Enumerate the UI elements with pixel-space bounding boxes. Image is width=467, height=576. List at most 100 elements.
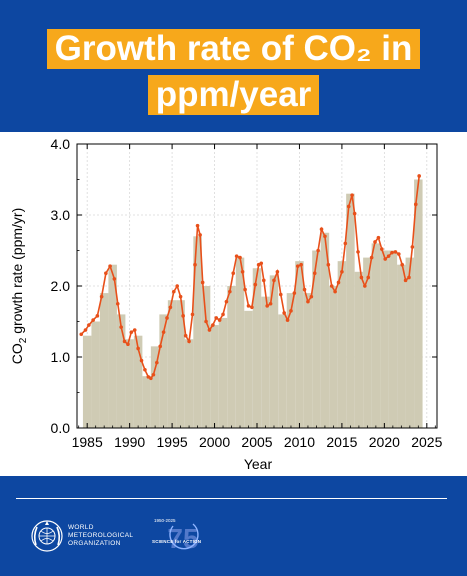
- chart-area: 1985 1990 1995 2000 2005 2010 2015 2020 2025 0.0 1…: [0, 132, 467, 476]
- growth-point: [190, 312, 195, 317]
- growth-point: [383, 257, 388, 261]
- x-tick-label-2015: 2015: [326, 434, 357, 450]
- growth-point: [278, 292, 283, 297]
- growth-point: [386, 254, 391, 258]
- x-tick-label-1990: 1990: [114, 434, 145, 450]
- growth-point: [243, 287, 247, 292]
- growth-point: [187, 339, 191, 344]
- growth-point: [207, 328, 212, 332]
- growth-point: [323, 234, 327, 239]
- bar-2022: [397, 264, 406, 428]
- growth-point: [79, 332, 84, 337]
- x-tick-label-2010: 2010: [284, 434, 315, 450]
- growth-point: [91, 318, 95, 322]
- growth-point: [319, 227, 324, 231]
- bar-1995: [167, 300, 177, 428]
- bar-2017: [354, 271, 364, 428]
- growth-point: [306, 299, 310, 304]
- wmo-emblem-icon: [31, 520, 63, 552]
- growth-point: [168, 305, 173, 310]
- growth-point: [175, 284, 179, 288]
- bar-1986: [91, 321, 100, 428]
- growth-point: [376, 235, 381, 240]
- bar-2021: [388, 250, 398, 428]
- growth-point: [289, 309, 293, 313]
- growth-point: [275, 270, 280, 274]
- growth-point: [403, 278, 408, 283]
- growth-point: [217, 318, 222, 322]
- growth-point: [238, 255, 242, 260]
- growth-point: [122, 339, 127, 344]
- x-tick-label-2000: 2000: [199, 434, 230, 450]
- growth-point: [373, 240, 377, 244]
- growth-point: [302, 287, 307, 292]
- x-tick-label-2025: 2025: [411, 434, 442, 450]
- bar-1987: [99, 293, 109, 428]
- bar-2020: [380, 250, 389, 428]
- bar-2023: [405, 257, 415, 428]
- growth-point: [390, 250, 394, 255]
- growth-point: [309, 294, 314, 299]
- bar-1999: [201, 286, 211, 428]
- growth-point: [129, 330, 134, 334]
- bar-2005: [252, 268, 262, 428]
- bar-2019: [371, 243, 381, 428]
- growth-point: [211, 323, 215, 327]
- growth-point: [336, 280, 341, 285]
- bar-1997: [184, 339, 194, 428]
- growth-point: [261, 278, 266, 283]
- growth-point: [224, 299, 229, 304]
- growth-point: [413, 202, 418, 207]
- growth-point: [340, 270, 344, 274]
- growth-point: [221, 312, 225, 317]
- y-tick-label-1.0: 1.0: [51, 349, 71, 365]
- growth-point: [171, 289, 176, 294]
- growth-point: [343, 241, 348, 246]
- growth-point: [350, 193, 354, 197]
- growth-point: [253, 282, 258, 287]
- growth-point: [326, 262, 331, 267]
- growth-point: [149, 376, 153, 381]
- growth-point: [132, 328, 137, 332]
- y-label-sub: 2: [18, 337, 29, 343]
- bar-1985: [82, 335, 92, 428]
- bar-2008: [278, 314, 287, 428]
- growth-point: [95, 314, 100, 318]
- bar-1996: [176, 300, 185, 428]
- bar-2000: [210, 325, 219, 428]
- bar-2009: [286, 293, 296, 428]
- bar-2018: [363, 257, 372, 428]
- growth-point: [183, 333, 188, 338]
- axes-layer: 1985 1990 1995 2000 2005 2010 2015 2020 2025 0.0 1…: [51, 136, 443, 450]
- growth-point: [282, 311, 286, 315]
- bar-2012: [312, 250, 321, 428]
- growth-point: [363, 284, 367, 288]
- y-label-main: CO: [9, 343, 25, 364]
- growth-point: [410, 245, 415, 249]
- bar-1989: [116, 314, 126, 428]
- growth-point: [329, 284, 334, 288]
- growth-point: [181, 314, 185, 318]
- x-axis-label: Year: [244, 456, 273, 472]
- bar-2001: [218, 317, 228, 428]
- anniversary-75-logo: 75: [167, 523, 199, 554]
- growth-point: [83, 328, 88, 332]
- growth-point: [214, 316, 219, 320]
- header-banner: Growth rate of CO₂ in ppm/year: [0, 0, 467, 132]
- bar-2016: [346, 193, 355, 428]
- growth-point: [285, 318, 290, 322]
- growth-point: [136, 346, 140, 351]
- growth-point: [333, 289, 337, 294]
- growth-point: [108, 264, 112, 268]
- bar-1991: [133, 335, 143, 428]
- growth-point: [417, 174, 421, 178]
- growth-point: [400, 262, 404, 267]
- growth-point: [204, 319, 208, 324]
- growth-point: [272, 278, 276, 283]
- growth-point: [195, 223, 200, 228]
- growth-point: [115, 301, 120, 306]
- bar-1993: [150, 346, 160, 428]
- title-line-2: ppm/year: [147, 75, 320, 115]
- growth-point: [158, 344, 163, 349]
